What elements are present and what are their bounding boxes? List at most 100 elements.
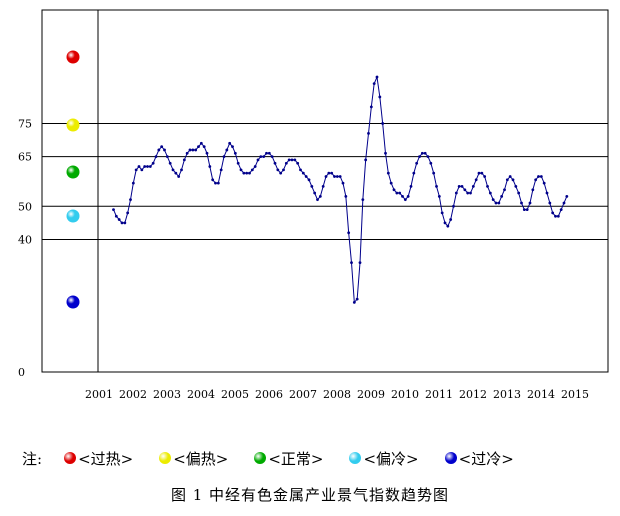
data-point — [148, 165, 152, 168]
data-point — [310, 185, 314, 188]
data-point — [313, 191, 317, 195]
data-point — [406, 194, 410, 198]
data-point — [539, 175, 543, 178]
x-tick-label: 2015 — [561, 388, 589, 401]
data-point — [231, 145, 234, 149]
data-point — [117, 218, 121, 221]
y-tick-label: 50 — [18, 200, 32, 213]
data-point — [551, 211, 555, 215]
data-point — [112, 208, 115, 212]
data-point — [318, 194, 322, 198]
x-tick-label: 2009 — [357, 388, 385, 401]
gridlines — [42, 122, 608, 240]
green-ball-icon — [254, 452, 267, 464]
data-point — [284, 161, 288, 165]
legend-item-warm: <偏热> — [159, 448, 228, 469]
data-point — [282, 168, 285, 172]
data-point — [259, 155, 263, 158]
y-tick-label: 65 — [18, 151, 32, 164]
data-point — [403, 198, 407, 202]
data-point — [486, 185, 489, 188]
data-point — [437, 194, 441, 198]
data-point — [432, 171, 436, 175]
legend-item-cool: <偏冷> — [349, 448, 419, 469]
data-point — [293, 158, 297, 162]
data-point — [565, 194, 569, 198]
x-tick-label: 2011 — [425, 388, 453, 401]
data-point — [457, 185, 461, 188]
plot-frame — [41, 9, 609, 373]
data-point — [522, 208, 526, 212]
data-point — [375, 75, 379, 79]
series-line — [113, 75, 568, 304]
data-point — [160, 145, 164, 149]
legend: 注: <过热> <偏热> <正常> <偏冷> <过冷> — [22, 447, 540, 469]
data-point — [180, 168, 183, 172]
data-point — [123, 221, 127, 225]
data-point — [273, 161, 277, 165]
status-light-icon — [66, 165, 80, 179]
data-point — [355, 297, 359, 301]
data-point — [418, 155, 421, 158]
data-point — [350, 261, 353, 265]
data-point — [392, 188, 396, 192]
data-point — [474, 178, 478, 182]
yellow-ball-icon — [159, 452, 172, 464]
data-point — [401, 194, 404, 198]
x-tick-label: 2001 — [85, 388, 113, 401]
data-point — [316, 198, 319, 202]
data-point — [542, 181, 546, 185]
data-point — [245, 171, 249, 175]
x-axis-ticks: 2001 2002 2003 2004 2005 2006 2007 2008 2009 2010… — [85, 388, 589, 401]
data-point — [129, 198, 132, 202]
data-point — [483, 175, 487, 178]
data-point — [559, 208, 563, 212]
data-point — [205, 151, 209, 155]
data-point — [267, 151, 271, 155]
data-point — [537, 175, 540, 178]
data-point — [367, 131, 370, 135]
data-point — [157, 148, 161, 152]
data-point — [194, 148, 198, 152]
x-tick-label: 2004 — [187, 388, 215, 401]
data-point — [440, 211, 444, 215]
data-point — [228, 141, 232, 145]
data-point — [446, 224, 450, 228]
data-point — [500, 194, 504, 198]
data-point — [372, 82, 376, 86]
data-point — [531, 188, 535, 192]
data-point — [248, 171, 251, 175]
data-point — [554, 214, 557, 218]
status-light-icon — [66, 118, 80, 132]
data-point — [154, 155, 158, 158]
data-point — [276, 168, 280, 172]
data-point — [330, 171, 334, 175]
legend-prefix: 注: — [22, 449, 43, 468]
data-point — [165, 155, 169, 158]
series-index — [112, 75, 569, 304]
data-point — [352, 301, 356, 304]
x-tick-label: 2006 — [255, 388, 283, 401]
data-point — [412, 171, 416, 175]
data-point — [327, 171, 331, 175]
data-point — [494, 201, 498, 205]
data-point — [296, 161, 300, 165]
data-point — [364, 158, 368, 162]
data-point — [171, 168, 175, 172]
data-point — [338, 175, 342, 178]
data-point — [214, 181, 217, 185]
data-point — [358, 261, 362, 265]
data-point — [460, 185, 464, 188]
legend-label: <过冷> — [458, 449, 514, 468]
data-point — [423, 151, 427, 155]
data-point — [324, 175, 328, 178]
data-point — [301, 171, 305, 175]
data-point — [197, 145, 200, 149]
legend-label: <偏冷> — [363, 449, 419, 468]
data-point — [378, 95, 382, 99]
data-point — [361, 198, 365, 202]
data-point — [239, 168, 243, 172]
data-point — [443, 221, 447, 225]
data-point — [188, 148, 192, 152]
status-light-icon — [66, 209, 80, 223]
